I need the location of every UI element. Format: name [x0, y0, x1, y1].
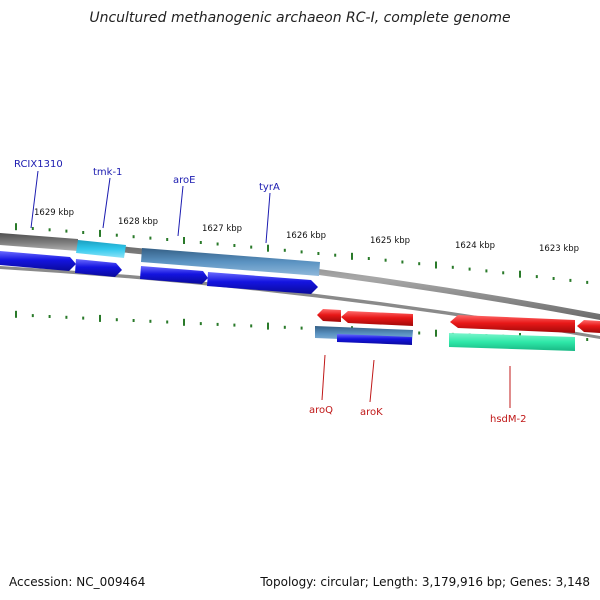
forward-tick	[115, 233, 118, 237]
gene-rcix1310[interactable]	[0, 233, 78, 251]
gene-forward-blue-3[interactable]	[140, 266, 208, 284]
gene-reverse-red-4[interactable]	[577, 320, 600, 333]
forward-tick	[569, 278, 572, 282]
forward-tick	[485, 269, 488, 273]
reverse-tick	[250, 324, 253, 328]
gene-forward-blue-4[interactable]	[207, 272, 318, 294]
forward-tick	[48, 228, 51, 232]
forward-tick-row	[15, 223, 589, 284]
forward-tick	[535, 275, 538, 279]
forward-tick	[166, 238, 169, 241]
gene-hsdm-2[interactable]	[449, 333, 575, 351]
label-leader	[321, 354, 326, 401]
reverse-tick	[233, 323, 236, 327]
forward-tick	[468, 267, 471, 271]
forward-tick	[132, 235, 135, 239]
reverse-tick	[586, 338, 589, 341]
reverse-tick	[418, 331, 421, 335]
label-leader	[265, 192, 271, 244]
tick-label: 1626 kbp	[286, 231, 326, 241]
forward-tick	[283, 248, 286, 252]
reverse-tick	[48, 315, 51, 318]
forward-tick	[451, 265, 454, 269]
gene-label-tyra: tyrA	[259, 182, 280, 193]
forward-tick	[31, 227, 34, 230]
map-title: Uncultured methanogenic archaeon RC-I, c…	[89, 10, 511, 26]
forward-tick	[519, 270, 521, 278]
accession-text: Accession: NC_009464	[9, 575, 146, 589]
reverse-tick	[99, 314, 101, 322]
forward-tick	[334, 253, 337, 257]
gene-arok[interactable]	[337, 334, 412, 345]
reverse-tick	[283, 325, 286, 329]
forward-tick	[502, 271, 505, 275]
forward-tick	[367, 257, 370, 260]
forward-tick	[65, 229, 68, 233]
reverse-tick	[183, 318, 185, 326]
forward-tick	[267, 244, 269, 252]
gene-label-hsdm-2: hsdM-2	[490, 414, 527, 425]
gene-aroe-tyra-steel[interactable]	[141, 248, 320, 276]
tick-label: 1623 kbp	[539, 244, 579, 254]
gene-forward-blue-2[interactable]	[75, 259, 122, 277]
tick-label: 1627 kbp	[202, 224, 242, 234]
forward-tick	[586, 280, 589, 284]
gene-label-aroe: aroE	[173, 175, 195, 186]
tick-label: 1625 kbp	[370, 236, 410, 246]
gene-tmk-1[interactable]	[76, 240, 126, 258]
tick-label: 1628 kbp	[118, 217, 158, 227]
reverse-tick	[267, 322, 269, 330]
reverse-tick	[199, 322, 202, 326]
forward-tick	[199, 241, 202, 244]
reverse-tick	[216, 322, 219, 326]
forward-tick	[418, 262, 421, 266]
reverse-tick	[149, 319, 152, 323]
gene-label-tmk-1: tmk-1	[93, 167, 122, 178]
reverse-tick	[166, 320, 169, 324]
label-leader	[102, 177, 111, 229]
forward-tick	[317, 252, 320, 255]
reverse-tick	[132, 319, 135, 322]
gene-label-aroq: aroQ	[309, 405, 333, 416]
forward-tick	[250, 245, 253, 249]
forward-tick	[300, 250, 303, 254]
label-leader	[30, 170, 39, 229]
tick-label: 1624 kbp	[455, 241, 495, 251]
gene-reverse-red-3[interactable]	[450, 315, 575, 333]
gene-label-arok: aroK	[360, 407, 383, 418]
forward-tick	[99, 229, 101, 237]
reverse-tick	[82, 316, 85, 320]
forward-tick	[435, 261, 437, 269]
gene-reverse-red-2[interactable]	[341, 311, 413, 326]
tick-label: 1629 kbp	[34, 208, 74, 218]
reverse-tick	[31, 314, 34, 318]
reverse-tick	[300, 326, 303, 330]
label-leader	[177, 185, 184, 237]
forward-tick	[216, 242, 219, 246]
forward-tick	[149, 236, 152, 240]
forward-tick	[351, 252, 353, 260]
reverse-tick	[65, 315, 68, 319]
gene-label-rcix1310: RCIX1310	[14, 159, 63, 170]
forward-tick	[82, 231, 85, 234]
genome-stats-text: Topology: circular; Length: 3,179,916 bp…	[260, 575, 590, 589]
forward-tick	[15, 223, 17, 231]
reverse-tick	[15, 310, 17, 318]
forward-tick	[183, 237, 185, 244]
forward-tick	[384, 258, 387, 262]
label-leader	[369, 359, 375, 403]
forward-tick	[233, 244, 236, 247]
reverse-tick	[435, 329, 437, 337]
forward-tick	[552, 277, 555, 280]
gene-forward-blue-1[interactable]	[0, 251, 76, 271]
forward-tick	[401, 260, 404, 264]
gene-aroq[interactable]	[317, 309, 341, 322]
reverse-tick	[115, 318, 118, 322]
